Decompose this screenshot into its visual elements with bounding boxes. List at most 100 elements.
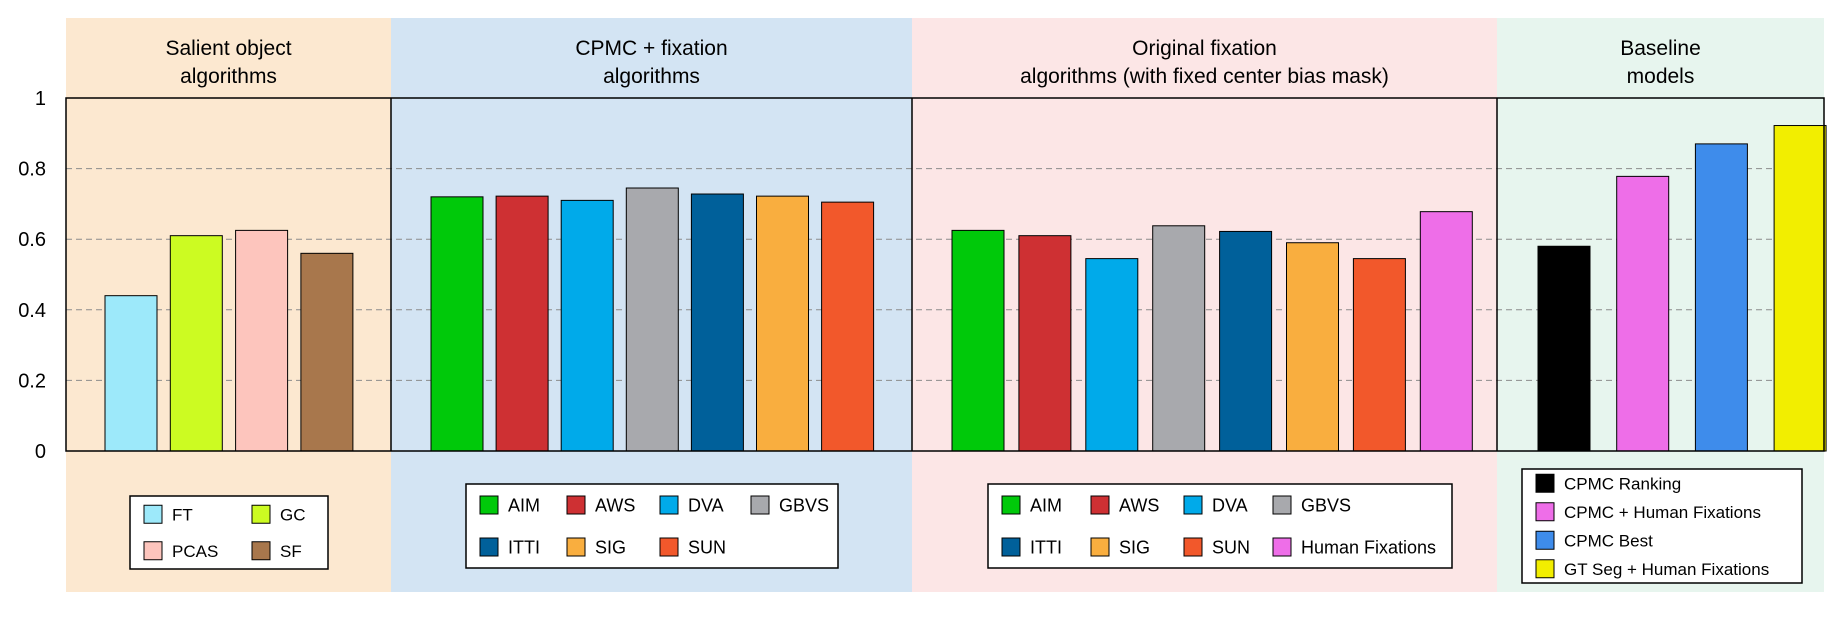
plot-border — [65, 97, 1825, 452]
legend-swatch — [1535, 530, 1555, 550]
legend-box — [1521, 468, 1803, 584]
legend-item-sun: SUN — [659, 537, 726, 557]
legend-box — [987, 483, 1453, 569]
legend-item-aim: AIM — [479, 495, 540, 515]
legend-item-sun: SUN — [1183, 537, 1250, 557]
legend-item-sig: SIG — [566, 537, 626, 557]
grid-lines — [66, 168, 1824, 381]
y-axis-ticks: 0 0.2 0.4 0.6 0.8 1 — [18, 88, 46, 463]
legend-label: CPMC Ranking — [1564, 474, 1681, 493]
legend-label: GBVS — [779, 495, 829, 515]
y-tick-label: 0.8 — [18, 159, 46, 181]
legend-label: AWS — [1119, 495, 1159, 515]
bar-g2-sun — [821, 201, 875, 452]
legend-swatch — [1272, 537, 1292, 557]
legend-label: AWS — [595, 495, 635, 515]
legend-swatch — [659, 495, 679, 515]
legend-3: AIM AWS DVA GBVS ITTI SIG SUN Human Fixations — [987, 483, 1453, 569]
legend-swatch — [479, 495, 499, 515]
bars — [104, 125, 1827, 452]
legend-item-gt-seg-human-fixations: GT Seg + Human Fixations — [1535, 559, 1769, 579]
legend-item-aws: AWS — [1090, 495, 1159, 515]
legend-swatch — [251, 541, 271, 561]
legend-label: PCAS — [172, 542, 218, 561]
group-title-line: algorithms — [603, 65, 700, 88]
legend-item-cpmc-best: CPMC Best — [1535, 530, 1653, 550]
bar-g1-sf — [300, 252, 354, 452]
legend-item-cpmc-human-fixations: CPMC + Human Fixations — [1535, 502, 1761, 522]
group-title-line: Baseline — [1620, 37, 1701, 60]
bar-g3-gbvs — [1152, 225, 1206, 452]
legend-label: CPMC Best — [1564, 531, 1653, 550]
bar-g3-sun — [1352, 258, 1406, 452]
legend-swatch — [1535, 559, 1555, 579]
legend-swatch — [143, 504, 163, 524]
bar-g4-cpmc-human-fixations — [1616, 175, 1670, 452]
legend-swatch — [1090, 495, 1110, 515]
group-title-line: Original fixation — [1132, 37, 1277, 60]
bar-g2-aim — [430, 196, 484, 452]
legend-item-sf: SF — [251, 541, 302, 561]
group-titles: Salient object algorithms CPMC + fixation a… — [165, 37, 1700, 88]
legend-2: AIM AWS DVA GBVS ITTI SIG SUN — [465, 483, 839, 569]
legend-label: ITTI — [1030, 537, 1062, 557]
legend-item-gbvs: GBVS — [750, 495, 829, 515]
legend-swatch — [750, 495, 770, 515]
group-title-line: CPMC + fixation — [575, 37, 727, 60]
legend-label: ITTI — [508, 537, 540, 557]
legend-item-pcas: PCAS — [143, 541, 218, 561]
legend-item-human-fixations: Human Fixations — [1272, 537, 1436, 557]
legend-item-cpmc-ranking: CPMC Ranking — [1535, 473, 1681, 493]
legend-item-itti: ITTI — [479, 537, 540, 557]
legend-item-ft: FT — [143, 504, 193, 524]
legend-4: CPMC Ranking CPMC + Human Fixations CPMC B… — [1521, 468, 1803, 584]
legend-swatch — [1001, 495, 1021, 515]
legend-label: DVA — [688, 495, 724, 515]
legend-swatch — [1183, 495, 1203, 515]
legend-label: SIG — [1119, 537, 1150, 557]
bar-g1-pcas — [235, 229, 289, 452]
legend-item-dva: DVA — [659, 495, 724, 515]
bar-g3-aws — [1018, 235, 1072, 452]
legend-label: SIG — [595, 537, 626, 557]
y-tick-label: 0.6 — [18, 229, 46, 251]
legend-swatch — [251, 504, 271, 524]
legend-label: DVA — [1212, 495, 1248, 515]
legend-swatch — [1183, 537, 1203, 557]
group-title-line: algorithms (with fixed center bias mask) — [1020, 65, 1389, 88]
group-title-line: Salient object — [165, 37, 291, 60]
bar-g4-cpmc-best — [1694, 143, 1748, 452]
legend-item-gc: GC — [251, 504, 306, 524]
bar-g4-cpmc-ranking — [1537, 245, 1591, 452]
legend-label: FT — [172, 505, 193, 524]
legend-swatch — [1090, 537, 1110, 557]
legend-item-sig: SIG — [1090, 537, 1150, 557]
legend-label: SUN — [1212, 537, 1250, 557]
legend-label: GT Seg + Human Fixations — [1564, 560, 1769, 579]
group-title-line: models — [1627, 65, 1695, 88]
bar-g4-gt-seg-human-fixations — [1773, 125, 1827, 452]
legend-swatch — [1535, 473, 1555, 493]
legend-label: AIM — [508, 495, 540, 515]
bar-g2-gbvs — [625, 187, 679, 452]
legends: FT GC PCAS SF AIM AWS DVA GBVS ITTI SIG SUN AIM AWS D… — [129, 468, 1803, 584]
y-tick-label: 0.2 — [18, 370, 46, 392]
bar-g3-human-fixations — [1419, 211, 1473, 452]
bar-g2-aws — [495, 195, 549, 452]
legend-label: SF — [280, 542, 302, 561]
bar-g3-sig — [1286, 242, 1339, 452]
bar-g1-ft — [104, 295, 158, 452]
bar-g2-itti — [690, 193, 744, 452]
legend-label: GBVS — [1301, 495, 1351, 515]
bar-g3-dva — [1085, 258, 1139, 452]
legend-item-itti: ITTI — [1001, 537, 1062, 557]
legend-swatch — [479, 537, 499, 557]
legend-label: SUN — [688, 537, 726, 557]
y-tick-label: 1 — [35, 88, 46, 110]
legend-swatch — [566, 495, 586, 515]
group-title-line: algorithms — [180, 65, 277, 88]
plot-frame — [65, 97, 1825, 452]
legend-swatch — [566, 537, 586, 557]
legend-swatch — [1535, 502, 1555, 522]
bar-g2-sig — [756, 195, 809, 452]
